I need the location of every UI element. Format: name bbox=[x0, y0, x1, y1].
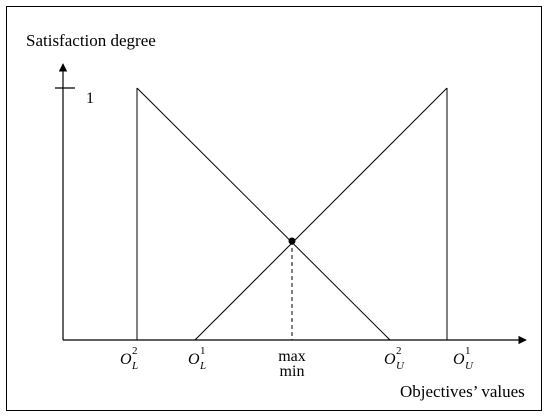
tick-oL1-base: O bbox=[188, 351, 200, 368]
tick-oL1-sub: L bbox=[199, 360, 206, 372]
tick-label-oL1: O 1 L bbox=[188, 345, 206, 372]
tick-oL2-sup: 2 bbox=[132, 345, 138, 357]
tick-oL2-sub: L bbox=[131, 360, 138, 372]
tick-oU2-sup: 2 bbox=[396, 345, 402, 357]
increasing-slope-line bbox=[194, 87, 448, 341]
tick-label-oL2: O 2 L bbox=[120, 345, 138, 372]
tick-oU2-sub: U bbox=[396, 360, 405, 372]
tick-oL2-base: O bbox=[120, 351, 132, 368]
tick-oL1-sup: 1 bbox=[200, 345, 206, 357]
tick-oU1-base: O bbox=[453, 351, 465, 368]
intersection-point bbox=[288, 237, 296, 245]
tick-oU1-sup: 1 bbox=[465, 345, 471, 357]
x-axis-title: Objectives’ values bbox=[400, 382, 525, 401]
tick-max-label: max bbox=[278, 348, 306, 365]
y-axis-title: Satisfaction degree bbox=[26, 31, 156, 50]
tick-label-oU1: O 1 U bbox=[453, 345, 474, 372]
tick-label-oU2: O 2 U bbox=[384, 345, 405, 372]
tick-min-label: min bbox=[280, 363, 305, 380]
tick-oU2-base: O bbox=[384, 351, 396, 368]
figure-frame bbox=[6, 6, 542, 411]
y-tick-one-label: 1 bbox=[86, 90, 94, 107]
tick-oU1-sub: U bbox=[465, 360, 474, 372]
tick-label-maxmin: max min bbox=[278, 348, 306, 380]
decreasing-slope-line bbox=[136, 87, 391, 341]
